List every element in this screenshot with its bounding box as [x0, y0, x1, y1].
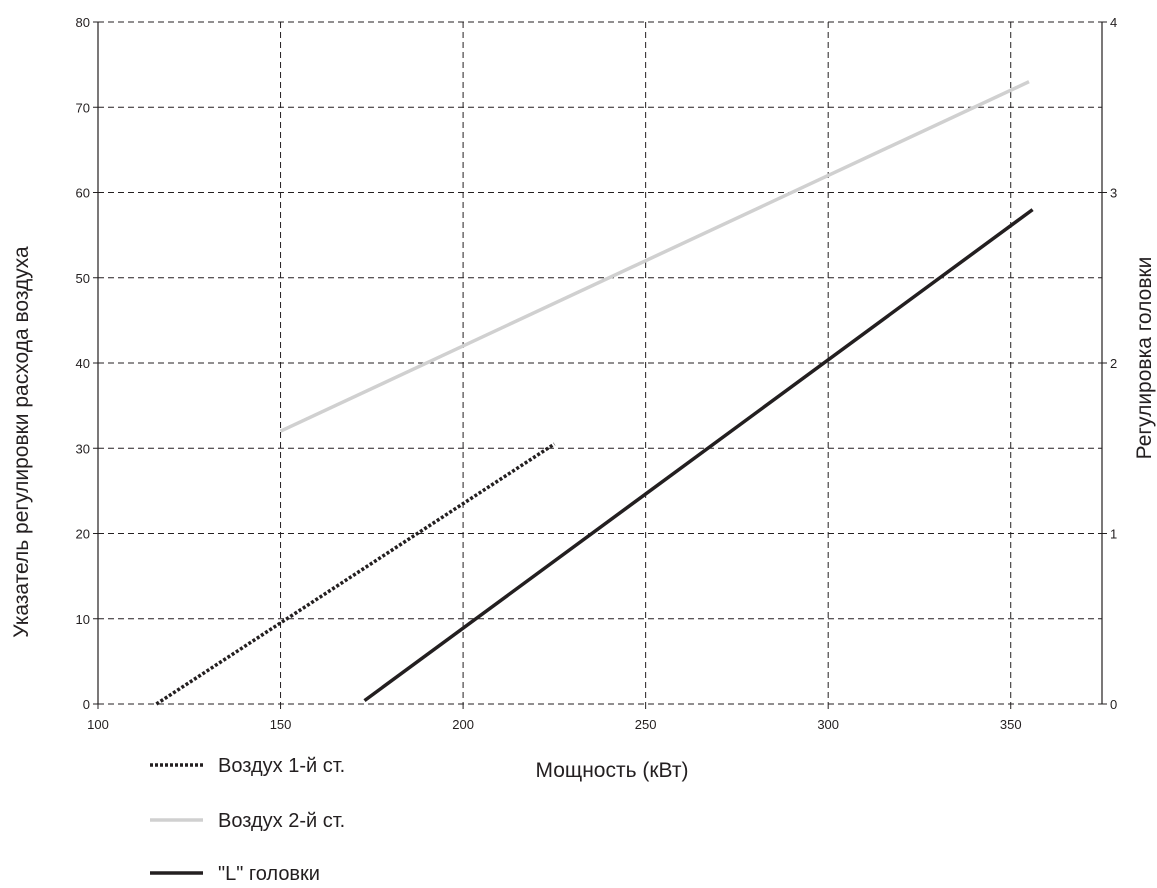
legend-label-2: Воздух 2-й ст.	[218, 810, 345, 832]
legend-label-3: "L" головки	[218, 863, 320, 885]
series-line-3	[363, 208, 1034, 703]
y2-axis-title: Регулировка головки	[1133, 257, 1156, 460]
y-tick-label: 20	[76, 527, 90, 542]
y-tick-label: 0	[83, 697, 90, 712]
y-axis-title: Указатель регулировки расхода воздуха	[10, 246, 33, 638]
y-tick-label: 30	[76, 441, 90, 456]
x-tick-label: 250	[635, 717, 657, 732]
x-tick-label: 300	[817, 717, 839, 732]
y2-tick-label: 2	[1110, 356, 1117, 371]
legend-label-1: Воздух 1-й ст.	[218, 755, 345, 777]
series-lines	[155, 80, 1034, 706]
tick-labels: 0 10 20 30 40 50 60 70 80 100 150 200 250 300 350 0 1 2 3 4	[76, 15, 1118, 732]
y2-tick-label: 3	[1110, 186, 1117, 201]
series-line-1	[155, 442, 556, 706]
y-tick-label: 10	[76, 612, 90, 627]
y2-tick-label: 0	[1110, 697, 1117, 712]
y-tick-label: 80	[76, 15, 90, 30]
grid	[98, 21, 1102, 705]
series-line-2	[279, 80, 1030, 433]
legend: Воздух 1-й ст. Воздух 2-й ст. "L" головки	[150, 755, 345, 885]
y-tick-label: 50	[76, 271, 90, 286]
y-tick-label: 70	[76, 100, 90, 115]
y-tick-label: 60	[76, 186, 90, 201]
x-tick-label: 200	[452, 717, 474, 732]
x-tick-label: 350	[1000, 717, 1022, 732]
y-tick-label: 40	[76, 356, 90, 371]
y2-tick-label: 1	[1110, 527, 1117, 542]
x-axis-title: Мощность (кВт)	[536, 759, 689, 782]
x-tick-label: 150	[270, 717, 292, 732]
y2-tick-label: 4	[1110, 15, 1117, 30]
x-tick-label: 100	[87, 717, 109, 732]
axes	[93, 21, 1107, 709]
